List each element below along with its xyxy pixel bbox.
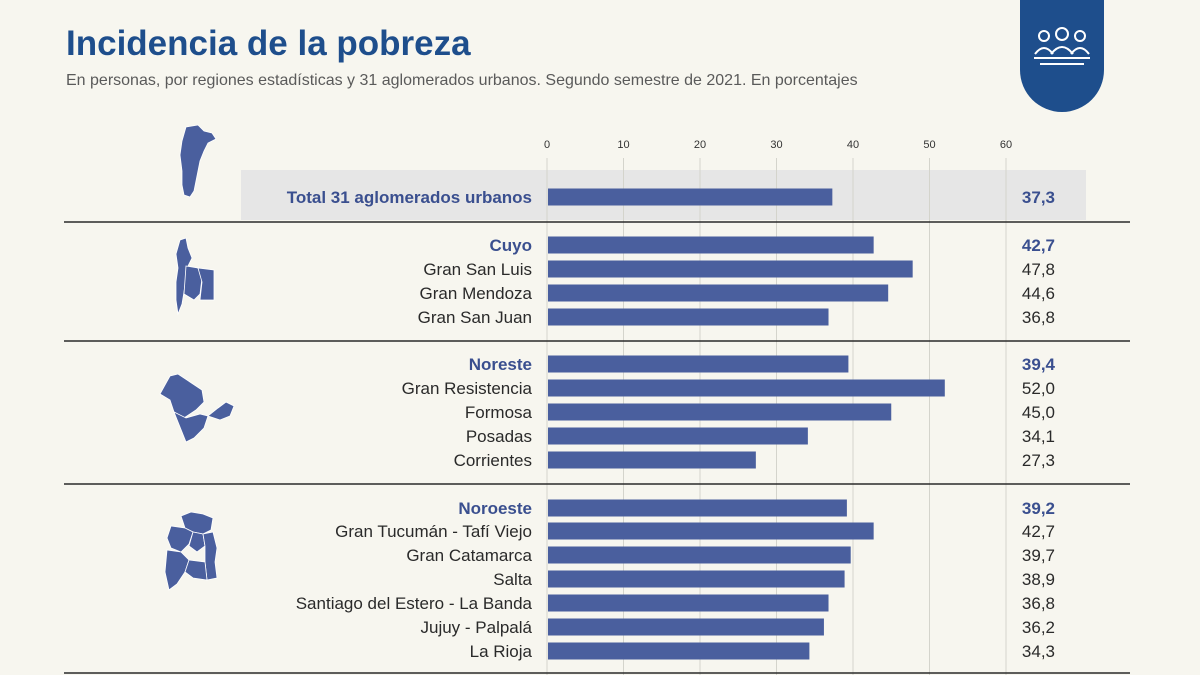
data-label: 36,2 <box>1022 618 1055 637</box>
argentina-map-icon <box>179 124 217 198</box>
bar <box>548 642 810 660</box>
category-label: Gran Tucumán - Tafí Viejo <box>335 522 532 541</box>
x-tick-label: 60 <box>1000 139 1012 151</box>
x-tick-label: 20 <box>694 139 706 151</box>
category-label: Jujuy - Palpalá <box>420 618 532 637</box>
category-label: La Rioja <box>470 642 533 661</box>
data-label: 27,3 <box>1022 451 1055 470</box>
bar <box>548 403 892 421</box>
bar <box>548 188 833 206</box>
bar <box>548 355 849 373</box>
bar <box>548 499 847 517</box>
cuyo-map-icon <box>175 237 215 316</box>
category-label: Gran Catamarca <box>406 546 532 565</box>
category-label: Noreste <box>469 355 532 374</box>
people-group-icon <box>1034 27 1090 65</box>
x-tick-label: 40 <box>847 139 859 151</box>
noroeste-map-icon <box>164 511 218 591</box>
category-label: Gran Resistencia <box>402 379 533 398</box>
bar <box>548 427 808 445</box>
bar <box>548 308 829 326</box>
data-label: 34,1 <box>1022 427 1055 446</box>
category-label: Noroeste <box>458 499 532 518</box>
bar <box>548 451 756 469</box>
data-label: 36,8 <box>1022 308 1055 327</box>
data-label: 52,0 <box>1022 379 1055 398</box>
data-label: 45,0 <box>1022 403 1055 422</box>
data-label: 39,7 <box>1022 546 1055 565</box>
x-tick-label: 10 <box>617 139 629 151</box>
bar <box>548 284 889 302</box>
category-label: Gran San Luis <box>423 260 532 279</box>
data-label: 37,3 <box>1022 188 1055 207</box>
data-label: 39,4 <box>1022 355 1056 374</box>
category-label: Salta <box>493 570 532 589</box>
bar <box>548 618 824 636</box>
category-label: Cuyo <box>490 236 533 255</box>
x-tick-label: 50 <box>923 139 935 151</box>
data-label: 42,7 <box>1022 522 1055 541</box>
data-label: 39,2 <box>1022 499 1055 518</box>
bar <box>548 379 945 397</box>
category-label: Corrientes <box>454 451 532 470</box>
bar <box>548 260 913 278</box>
page-title: Incidencia de la pobreza <box>66 24 471 63</box>
category-label: Total 31 aglomerados urbanos <box>287 188 532 207</box>
bar <box>548 236 874 254</box>
x-tick-label: 0 <box>544 139 550 151</box>
data-label: 34,3 <box>1022 642 1055 661</box>
bar <box>548 594 829 612</box>
category-label: Posadas <box>466 427 532 446</box>
page-subtitle: En personas, por regiones estadísticas y… <box>66 72 858 89</box>
data-label: 38,9 <box>1022 570 1055 589</box>
data-label: 42,7 <box>1022 236 1055 255</box>
category-label: Santiago del Estero - La Banda <box>296 594 533 613</box>
category-label: Gran Mendoza <box>420 284 533 303</box>
x-tick-label: 30 <box>770 139 782 151</box>
category-label: Gran San Juan <box>418 308 532 327</box>
header-badge <box>1020 0 1104 112</box>
bar <box>548 522 874 540</box>
bar <box>548 546 851 564</box>
data-label: 47,8 <box>1022 260 1055 279</box>
data-label: 44,6 <box>1022 284 1055 303</box>
bar <box>548 570 845 588</box>
data-label: 36,8 <box>1022 594 1055 613</box>
category-label: Formosa <box>465 403 533 422</box>
noreste-map-icon <box>159 373 235 443</box>
